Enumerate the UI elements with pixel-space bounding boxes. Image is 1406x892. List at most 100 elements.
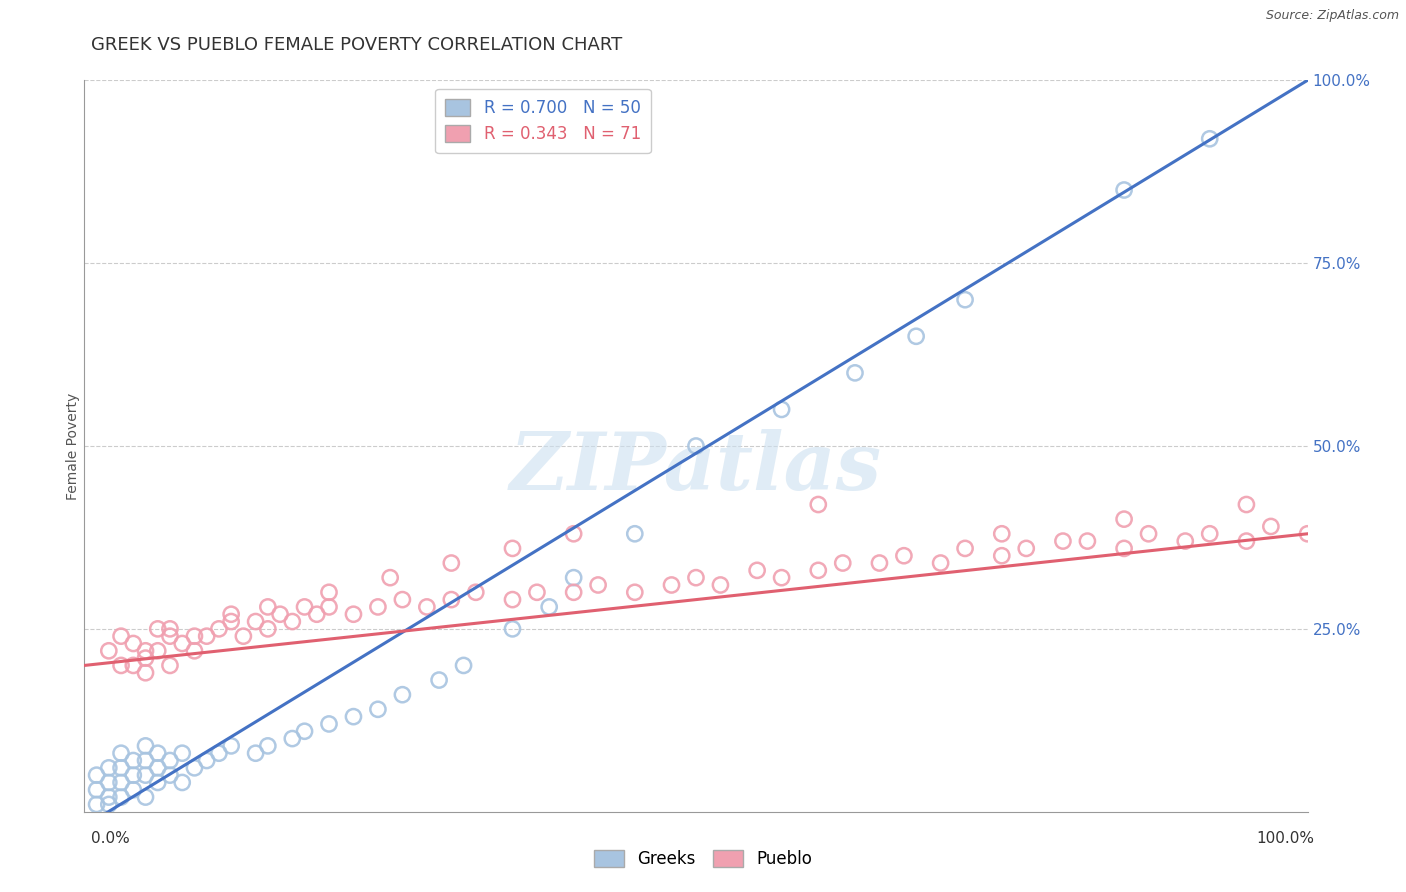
Point — [135, 651, 157, 665]
Point — [1052, 534, 1074, 549]
Point — [1296, 526, 1319, 541]
Point — [257, 622, 280, 636]
Point — [1015, 541, 1038, 556]
Text: 0.0%: 0.0% — [91, 831, 131, 846]
Point — [172, 746, 194, 760]
Point — [159, 658, 181, 673]
Point — [122, 658, 145, 673]
Point — [281, 731, 304, 746]
Point — [110, 790, 132, 805]
Point — [86, 797, 108, 812]
Point — [953, 541, 976, 556]
Point — [135, 644, 157, 658]
Point — [342, 607, 364, 622]
Point — [135, 665, 157, 680]
Point — [294, 724, 316, 739]
Point — [110, 746, 132, 760]
Point — [807, 498, 830, 512]
Point — [183, 629, 205, 643]
Point — [122, 636, 145, 650]
Point — [391, 592, 413, 607]
Point — [685, 439, 707, 453]
Point — [1114, 512, 1136, 526]
Legend: Greeks, Pueblo: Greeks, Pueblo — [588, 843, 818, 875]
Text: 100.0%: 100.0% — [1257, 831, 1315, 846]
Point — [135, 754, 157, 768]
Point — [219, 739, 242, 753]
Point — [367, 599, 389, 614]
Point — [440, 556, 463, 570]
Point — [380, 571, 402, 585]
Point — [770, 571, 793, 585]
Point — [159, 768, 181, 782]
Point — [427, 673, 450, 687]
Point — [208, 622, 231, 636]
Point — [195, 754, 218, 768]
Point — [86, 782, 108, 797]
Point — [146, 761, 169, 775]
Point — [770, 402, 793, 417]
Point — [110, 761, 132, 775]
Point — [122, 754, 145, 768]
Point — [135, 790, 157, 805]
Point — [269, 607, 291, 622]
Point — [807, 563, 830, 577]
Point — [232, 629, 254, 643]
Text: ZIPatlas: ZIPatlas — [510, 429, 882, 507]
Point — [122, 782, 145, 797]
Point — [685, 571, 707, 585]
Point — [86, 768, 108, 782]
Point — [501, 541, 523, 556]
Point — [624, 526, 647, 541]
Point — [245, 746, 267, 760]
Point — [257, 599, 280, 614]
Point — [172, 636, 194, 650]
Point — [97, 644, 120, 658]
Point — [1234, 498, 1257, 512]
Point — [1174, 534, 1197, 549]
Point — [501, 622, 523, 636]
Point — [195, 629, 218, 643]
Point — [440, 592, 463, 607]
Point — [97, 790, 120, 805]
Text: Source: ZipAtlas.com: Source: ZipAtlas.com — [1265, 9, 1399, 22]
Point — [905, 329, 928, 343]
Point — [219, 607, 242, 622]
Point — [110, 658, 132, 673]
Point — [709, 578, 731, 592]
Point — [146, 622, 169, 636]
Point — [1076, 534, 1098, 549]
Point — [146, 746, 169, 760]
Point — [219, 615, 242, 629]
Point — [159, 754, 181, 768]
Point — [367, 702, 389, 716]
Point — [391, 688, 413, 702]
Point — [159, 629, 181, 643]
Point — [97, 775, 120, 789]
Point — [831, 556, 853, 570]
Text: GREEK VS PUEBLO FEMALE POVERTY CORRELATION CHART: GREEK VS PUEBLO FEMALE POVERTY CORRELATI… — [91, 36, 623, 54]
Legend: R = 0.700   N = 50, R = 0.343   N = 71: R = 0.700 N = 50, R = 0.343 N = 71 — [436, 88, 651, 153]
Point — [747, 563, 769, 577]
Point — [586, 578, 609, 592]
Point — [122, 768, 145, 782]
Point — [257, 739, 280, 753]
Point — [953, 293, 976, 307]
Point — [1260, 519, 1282, 533]
Point — [342, 709, 364, 723]
Point — [501, 592, 523, 607]
Point — [183, 761, 205, 775]
Point — [991, 526, 1014, 541]
Point — [305, 607, 328, 622]
Point — [562, 585, 585, 599]
Point — [526, 585, 548, 599]
Point — [318, 599, 340, 614]
Point — [110, 629, 132, 643]
Point — [97, 797, 120, 812]
Point — [416, 599, 439, 614]
Point — [538, 599, 561, 614]
Point — [183, 644, 205, 658]
Point — [991, 549, 1014, 563]
Point — [318, 585, 340, 599]
Point — [844, 366, 866, 380]
